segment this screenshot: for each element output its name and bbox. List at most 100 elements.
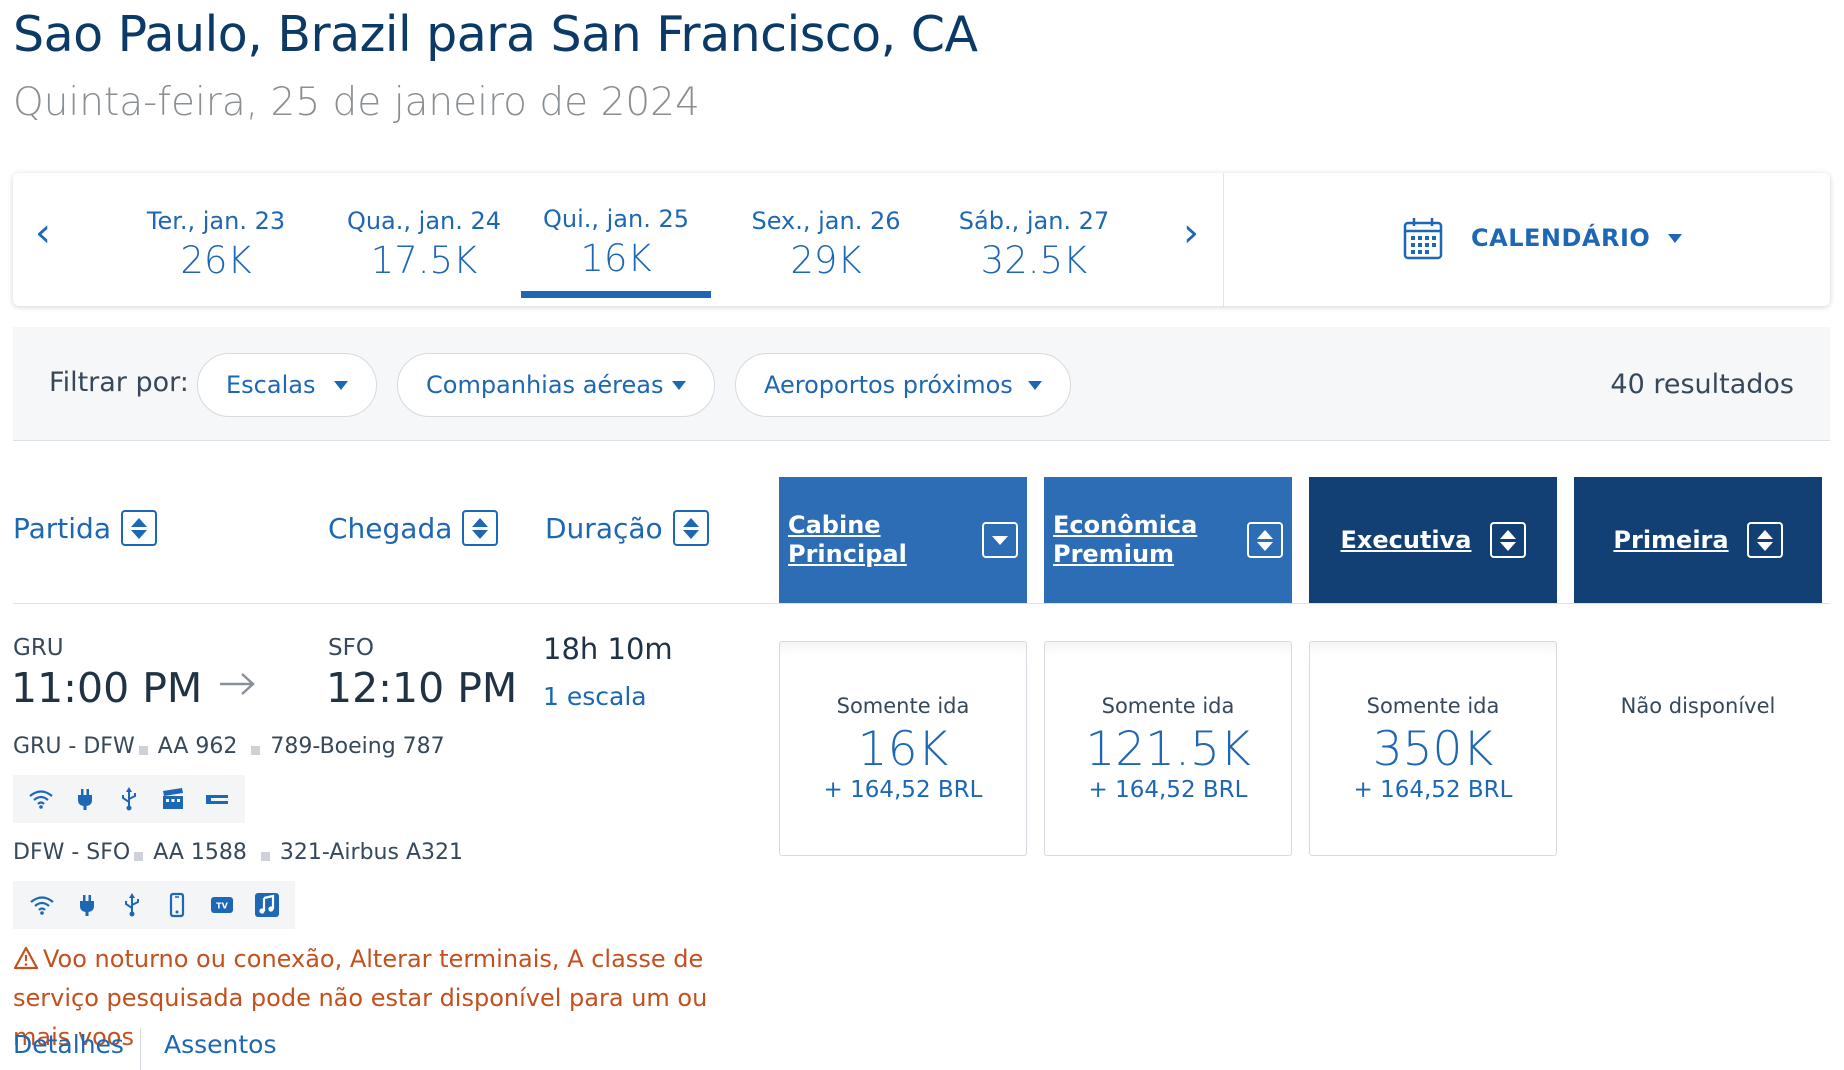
chevron-down-icon [334,380,348,390]
chevron-down-icon [672,380,686,390]
destination-airport-code: SFO [328,635,374,661]
filter-stops-dropdown[interactable]: Escalas [197,353,377,417]
date-label: Qui., jan. 25 [542,205,690,233]
flight-warning-message: Voo noturno ou conexão, Alterar terminai… [13,940,753,1057]
filter-nearby-airports-dropdown[interactable]: Aeroportos próximos [735,353,1071,417]
segment-aircraft: 789-Boeing 787 [270,734,445,759]
date-option-jan-25-selected[interactable]: Qui., jan. 25 16K [521,173,711,306]
segment-1-info: GRU - DFW AA 962 789-Boeing 787 [13,734,445,759]
column-label: Partida [13,511,111,545]
price-card-business[interactable]: Somente ida 350K + 164,52 BRL [1309,641,1557,856]
usb-icon [109,892,154,918]
details-link[interactable]: Detalhes [13,1030,124,1059]
date-label: Sex., jan. 26 [751,207,901,235]
seats-link[interactable]: Assentos [164,1030,277,1059]
segment-2-info: DFW - SFO AA 1588 321-Airbus A321 [13,840,463,865]
date-selector-strip: ‹ Ter., jan. 23 26K Qua., jan. 24 17.5K … [13,173,1830,306]
fare-fee: + 164,52 BRL [823,777,983,803]
segment-route: GRU - DFW [13,734,135,759]
usb-icon [107,786,151,812]
separator [134,852,144,861]
date-label: Sáb., jan. 27 [958,207,1110,235]
sort-icon [462,510,499,546]
date-price: 26K [180,239,252,282]
strip-divider [1223,173,1224,306]
warning-text: Voo noturno ou conexão, Alterar terminai… [13,945,708,1051]
fare-type: Somente ida [836,694,970,718]
departure-time: 11:00 PM [11,664,203,712]
column-label: Duração [545,511,663,545]
cabin-main-header[interactable]: Cabine Principal [779,477,1027,603]
date-price: 29K [790,239,862,282]
filter-pill-label: Companhias aéreas [426,371,664,399]
date-price: 17.5K [370,239,478,282]
cabin-business-header[interactable]: Executiva [1309,477,1557,603]
music-icon [244,892,289,918]
cabin-first-header[interactable]: Primeira [1574,477,1822,603]
filter-pill-label: Escalas [226,371,316,399]
chevron-down-icon [1668,233,1683,243]
date-option-jan-23[interactable]: Ter., jan. 23 26K [121,173,311,306]
sort-departure-header[interactable]: Partida [13,510,157,546]
calendar-button[interactable]: CALENDÁRIO [1403,213,1683,263]
wifi-icon [19,892,64,918]
separator [138,746,148,755]
filter-bar: Filtrar por: Escalas Companhias aéreas A… [13,327,1830,441]
calendar-icon [1403,218,1443,260]
date-option-jan-24[interactable]: Qua., jan. 24 17.5K [329,173,519,306]
segment-aircraft: 321-Airbus A321 [279,840,463,865]
fare-miles: 121.5K [1085,722,1251,777]
fare-fee: + 164,52 BRL [1088,777,1248,803]
warning-triangle-icon [13,946,39,970]
fare-fee: + 164,52 BRL [1353,777,1513,803]
sort-icon [1746,522,1783,558]
filter-pill-label: Aeroportos próximos [764,371,1013,399]
cabin-label: Executiva [1340,525,1472,554]
fare-miles: 350K [1372,722,1494,777]
sort-down-icon [982,522,1018,558]
sort-arrival-header[interactable]: Chegada [328,510,499,546]
page-subtitle-date: Quinta-feira, 25 de janeiro de 2024 [13,80,700,125]
row-divider [13,603,1830,604]
svg-text:TV: TV [216,902,228,911]
segment-route: DFW - SFO [13,840,131,865]
cabin-premium-economy-header[interactable]: Econômica Premium [1044,477,1292,603]
segment-flight-number: AA 1588 [153,840,247,865]
segment-1-amenities [13,775,245,823]
segment-flight-number: AA 962 [157,734,238,759]
chevron-down-icon [1028,380,1042,390]
segment-2-amenities: TV [13,881,295,929]
arrival-time: 12:10 PM [326,664,518,712]
price-card-main-cabin[interactable]: Somente ida 16K + 164,52 BRL [779,641,1027,856]
wifi-icon [19,786,63,812]
fare-type: Somente ida [1366,694,1500,718]
separator [251,746,261,755]
stops-link[interactable]: 1 escala [543,682,647,711]
date-price: 16K [580,237,652,280]
flight-duration: 18h 10m [543,632,673,666]
price-card-premium-economy[interactable]: Somente ida 121.5K + 164,52 BRL [1044,641,1292,856]
cabin-label: Econômica Premium [1053,511,1198,568]
first-class-unavailable: Não disponível [1620,694,1776,718]
next-dates-chevron-icon[interactable]: › [1183,210,1199,256]
date-option-jan-26[interactable]: Sex., jan. 26 29K [731,173,921,306]
power-outlet-icon [64,892,109,918]
fare-type: Somente ida [1101,694,1235,718]
filter-airlines-dropdown[interactable]: Companhias aéreas [397,353,715,417]
sort-icon [1489,522,1526,558]
date-label: Ter., jan. 23 [146,207,286,235]
sort-duration-header[interactable]: Duração [545,510,709,546]
sort-icon [121,510,157,546]
mobile-device-icon [154,892,199,918]
tv-icon: TV [199,892,244,918]
power-outlet-icon [63,786,107,812]
fare-miles: 16K [857,722,949,777]
cabin-label: Primeira [1613,525,1729,554]
calendar-label: CALENDÁRIO [1471,224,1651,252]
date-option-jan-27[interactable]: Sáb., jan. 27 32.5K [939,173,1129,306]
lie-flat-seat-icon [195,786,239,812]
previous-dates-chevron-icon[interactable]: ‹ [35,210,51,256]
column-label: Chegada [328,511,453,545]
arrow-right-icon [220,673,255,695]
page-title: Sao Paulo, Brazil para San Francisco, CA [13,6,978,63]
